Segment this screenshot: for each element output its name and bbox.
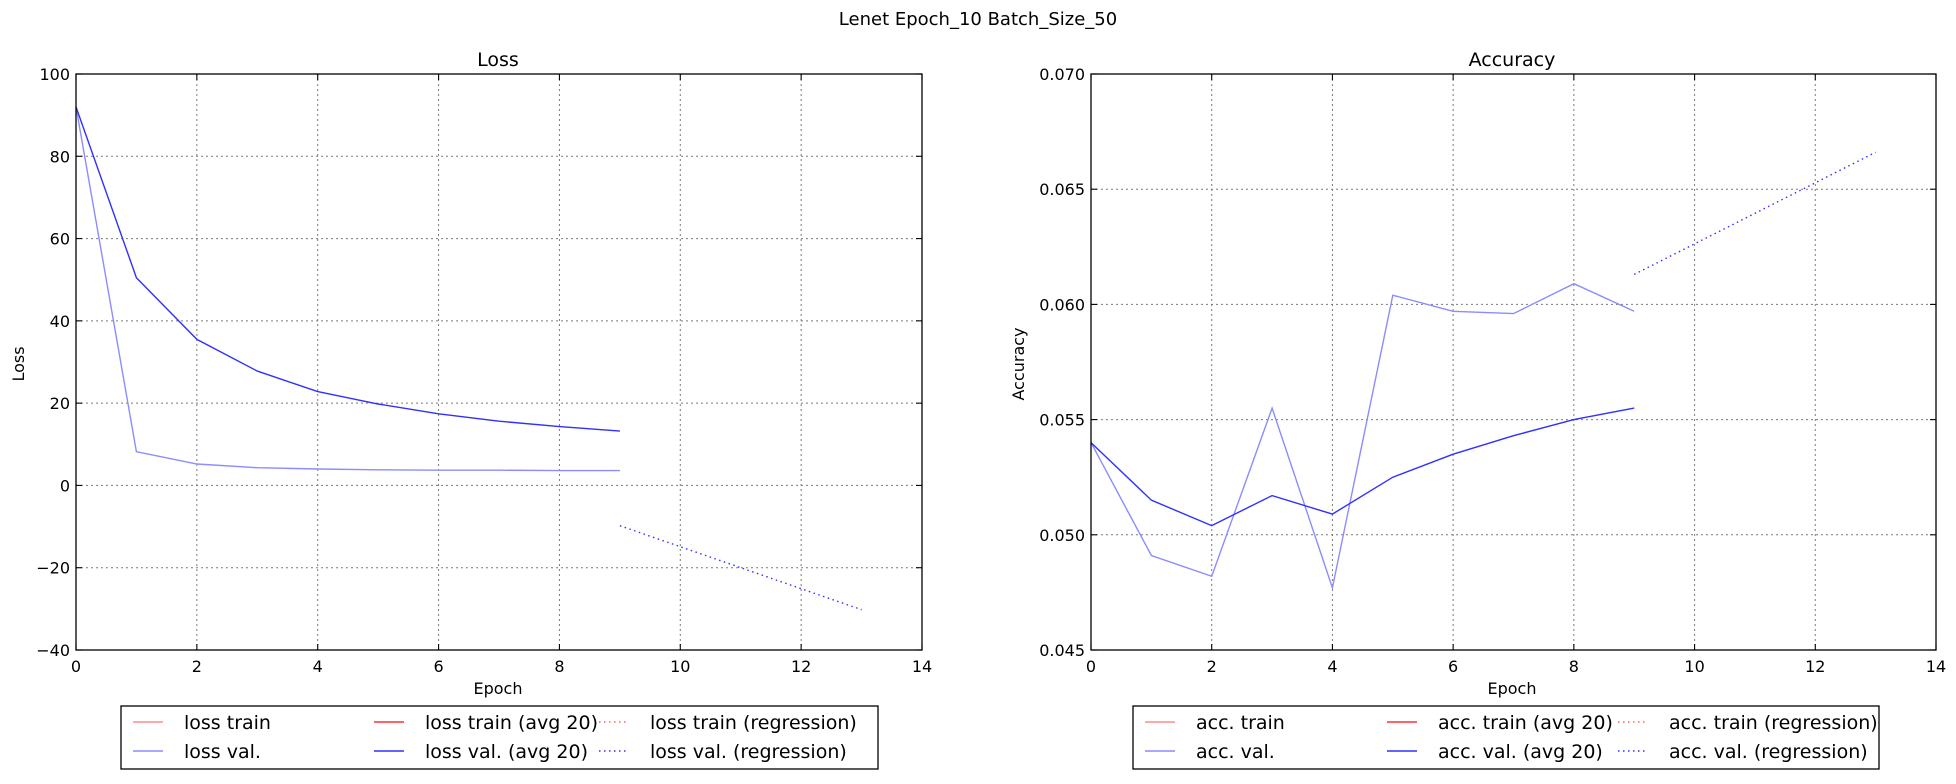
series-line bbox=[1090, 407, 1635, 527]
legend-label: acc. val. bbox=[1196, 741, 1275, 763]
figure-title: Lenet Epoch_10 Batch_Size_50 bbox=[839, 9, 1117, 30]
x-tick-label: 14 bbox=[1926, 657, 1946, 676]
legend-label: loss val. (regression) bbox=[650, 741, 847, 763]
legend-label: loss val. (avg 20) bbox=[425, 741, 588, 763]
y-tick-label: 0.050 bbox=[1039, 526, 1085, 545]
y-tick-label: 0 bbox=[60, 476, 70, 495]
y-tick-label: 0.065 bbox=[1039, 180, 1085, 199]
y-tick-label: 0.070 bbox=[1039, 65, 1085, 84]
y-tick-label: 20 bbox=[50, 394, 70, 413]
legend: loss train loss val. loss train (avg 20) lo… bbox=[120, 705, 879, 770]
x-tick-label: 6 bbox=[1448, 657, 1458, 676]
accuracy-panel: Accuracy Epoch Accuracy 0 2 4 6 8 10 12 14 0.045… bbox=[1009, 49, 1946, 698]
legend: acc. train acc. val. acc. train (avg 20) ac… bbox=[1132, 705, 1880, 770]
legend-label: loss train (regression) bbox=[650, 712, 857, 734]
legend-label: loss val. bbox=[184, 741, 261, 763]
x-axis-label: Epoch bbox=[474, 679, 523, 698]
y-tick-label: 100 bbox=[39, 65, 70, 84]
x-tick-label: 12 bbox=[1805, 657, 1825, 676]
legend-label: acc. train bbox=[1196, 712, 1285, 734]
x-tick-label: 10 bbox=[670, 657, 690, 676]
x-tick-label: 0 bbox=[1086, 657, 1096, 676]
panel-title: Loss bbox=[477, 49, 519, 71]
y-axis-label: Loss bbox=[9, 346, 28, 381]
y-tick-label: 0.055 bbox=[1039, 411, 1085, 430]
x-tick-label: 8 bbox=[554, 657, 564, 676]
legend-box bbox=[120, 705, 879, 770]
x-tick-label: 12 bbox=[791, 657, 811, 676]
panel-title: Accuracy bbox=[1469, 49, 1556, 71]
y-tick-label: −40 bbox=[36, 641, 70, 660]
x-tick-label: 8 bbox=[1569, 657, 1579, 676]
x-axis-label: Epoch bbox=[1488, 679, 1537, 698]
x-tick-label: 0 bbox=[71, 657, 81, 676]
legend-label: loss train (avg 20) bbox=[425, 712, 598, 734]
series-line bbox=[1090, 282, 1635, 591]
series-line bbox=[75, 106, 620, 472]
y-axis-label: Accuracy bbox=[1009, 327, 1028, 400]
y-tick-label: 60 bbox=[50, 230, 70, 249]
x-tick-label: 10 bbox=[1684, 657, 1704, 676]
y-tick-label: −20 bbox=[36, 559, 70, 578]
series-line bbox=[75, 106, 620, 432]
legend-label: acc. val. (regression) bbox=[1669, 741, 1868, 763]
plot-frame bbox=[75, 73, 923, 651]
plot-frame bbox=[1090, 73, 1937, 651]
x-tick-label: 2 bbox=[192, 657, 202, 676]
x-tick-label: 6 bbox=[433, 657, 443, 676]
legend-box bbox=[1132, 705, 1880, 770]
y-tick-label: 0.060 bbox=[1039, 295, 1085, 314]
y-tick-label: 80 bbox=[50, 147, 70, 166]
x-tick-label: 4 bbox=[313, 657, 323, 676]
series-line bbox=[1633, 151, 1876, 276]
y-tick-label: 0.045 bbox=[1039, 641, 1085, 660]
y-tick-label: 40 bbox=[50, 312, 70, 331]
legend-label: loss train bbox=[184, 712, 271, 734]
x-tick-label: 4 bbox=[1327, 657, 1337, 676]
legend-label: acc. train (regression) bbox=[1669, 712, 1878, 734]
x-tick-label: 14 bbox=[912, 657, 932, 676]
loss-panel: Loss Epoch Loss 0 2 4 6 8 10 12 14 −40 −20 0 20 40 60… bbox=[9, 49, 932, 698]
legend-label: acc. train (avg 20) bbox=[1438, 712, 1613, 734]
legend-label: acc. val. (avg 20) bbox=[1438, 741, 1603, 763]
x-tick-label: 2 bbox=[1207, 657, 1217, 676]
